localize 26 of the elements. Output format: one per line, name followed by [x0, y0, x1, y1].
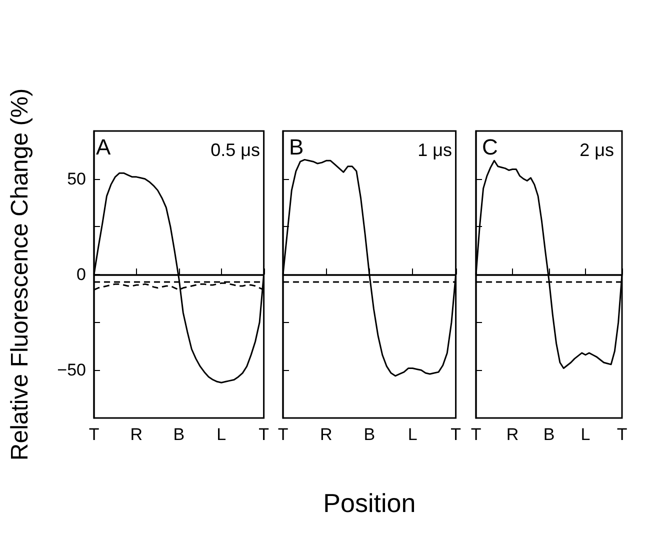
x-tick-label: T: [616, 425, 628, 444]
y-tick-label: −50: [57, 360, 86, 380]
x-axis-title: Position: [323, 488, 416, 518]
x-tick-label: L: [408, 425, 418, 444]
annotation: A: [96, 134, 111, 160]
x-tick-label: T: [88, 425, 100, 444]
y-tick-label: 0: [76, 265, 86, 284]
x-tick-label: L: [216, 425, 226, 444]
annotation: C: [482, 134, 498, 160]
y-axis-title: Relative Fluorescence Change (%): [6, 88, 34, 461]
x-tick-label: T: [470, 425, 482, 444]
x-tick-label: R: [506, 425, 519, 444]
x-tick-label: T: [258, 425, 270, 444]
annotation: 2 μs: [580, 140, 614, 160]
x-tick-label: R: [320, 425, 332, 444]
x-tick-label: B: [364, 425, 376, 444]
x-tick-label: R: [130, 425, 143, 444]
x-tick-label: B: [173, 425, 185, 444]
y-tick-label: 50: [67, 169, 86, 188]
x-tick-label: T: [450, 425, 462, 444]
annotation: B: [289, 134, 304, 160]
x-tick-label: T: [278, 425, 288, 444]
annotation: 1 μs: [418, 140, 452, 160]
x-tick-label: B: [543, 425, 555, 444]
annotation: 0.5 μs: [210, 140, 260, 160]
x-tick-label: L: [580, 425, 590, 444]
